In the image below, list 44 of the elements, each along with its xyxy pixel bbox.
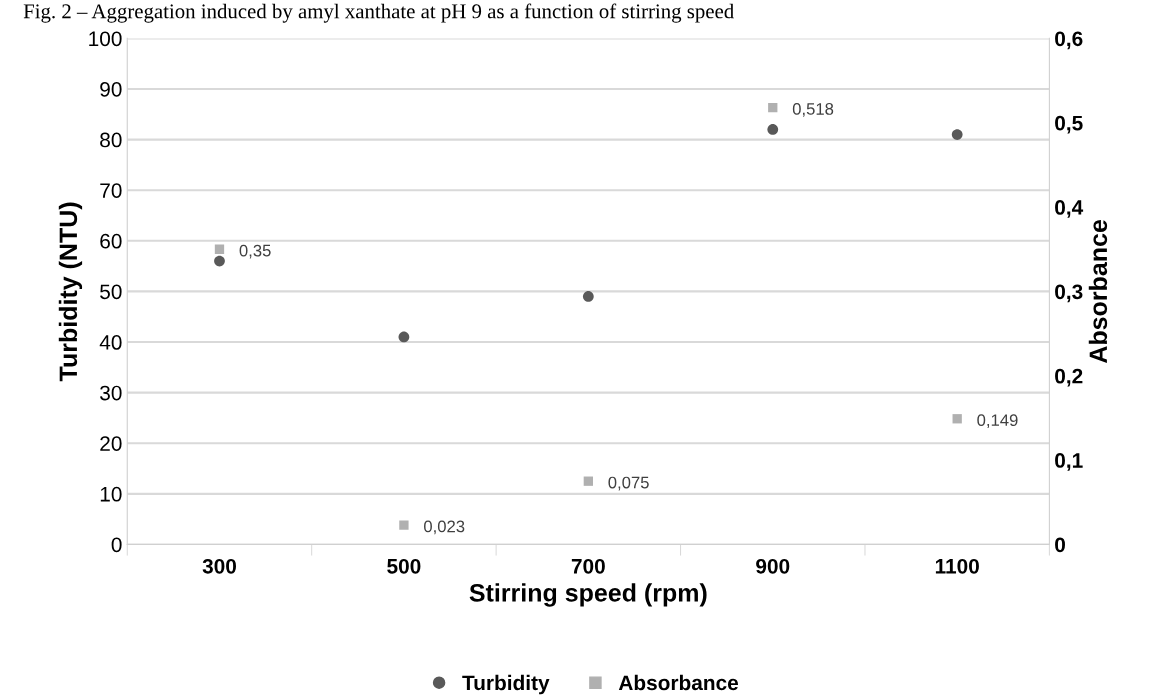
point (399, 520, 409, 530)
y-tick-label: 40 (99, 335, 122, 350)
y2-tick-label: 0,1 (1055, 453, 1083, 471)
data-label: 0,023 (424, 520, 465, 535)
x-tick-label: 300 (202, 558, 237, 574)
y-tick-label: 80 (100, 132, 122, 148)
point (951, 129, 963, 140)
y2-tick-label: 0,2 (1055, 368, 1083, 387)
legend-label: Turbidity (462, 674, 550, 695)
point (214, 255, 225, 267)
y-tick-label: 70 (100, 183, 122, 198)
y-tick-label: 90 (100, 82, 122, 97)
y2-tick-label: 0,3 (1055, 284, 1083, 303)
x-tick-label: 1100 (935, 558, 979, 574)
chart-title: Fig. 2 – Aggregation induced by amyl xanthate at pH 9 as a function of stirring speed (23, 3, 734, 23)
y-tick-label: 10 (100, 486, 122, 502)
point (768, 102, 778, 113)
point (952, 414, 962, 424)
y2-tick-label: 0,6 (1055, 31, 1083, 50)
y-tick-label: 0 (111, 537, 122, 553)
x-tick-label: 500 (387, 558, 421, 574)
point (582, 291, 594, 302)
y-tick-label: 60 (100, 233, 122, 249)
y2-tick-label: 0,4 (1055, 200, 1084, 218)
y-tick-label: 20 (100, 436, 122, 451)
y-tick-label: 50 (100, 284, 122, 300)
data-label: 0,149 (977, 414, 1018, 428)
y2-tick-label: 0,5 (1055, 115, 1083, 134)
point (767, 124, 779, 135)
data-label: 0,35 (239, 244, 271, 259)
y-axis-title: Turbidity (NTU) (58, 202, 83, 382)
point (583, 476, 593, 486)
x-axis-title: Stirring speed (rpm) (469, 583, 707, 607)
y-tick-label: 100 (89, 31, 122, 47)
x-tick-label: 900 (756, 558, 790, 574)
legend-label: Absorbance (618, 674, 739, 691)
point (398, 331, 410, 343)
y2-axis-title: Absorbance (1088, 220, 1108, 364)
x-tick-label: 700 (571, 558, 605, 574)
y2-tick-label: 0 (1055, 537, 1065, 553)
data-label: 0,518 (792, 103, 834, 117)
point (214, 244, 225, 254)
data-label: 0,075 (608, 476, 649, 491)
y-tick-label: 30 (100, 385, 122, 401)
